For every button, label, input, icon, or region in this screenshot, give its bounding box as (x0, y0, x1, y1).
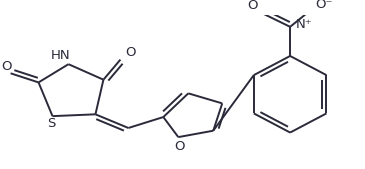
Text: O: O (174, 140, 185, 153)
Text: S: S (47, 117, 56, 130)
Text: O: O (1, 59, 12, 73)
Text: HN: HN (51, 50, 70, 63)
Text: O: O (125, 46, 136, 59)
Text: N⁺: N⁺ (296, 18, 312, 31)
Text: O: O (247, 0, 257, 12)
Text: O⁻: O⁻ (315, 0, 333, 11)
